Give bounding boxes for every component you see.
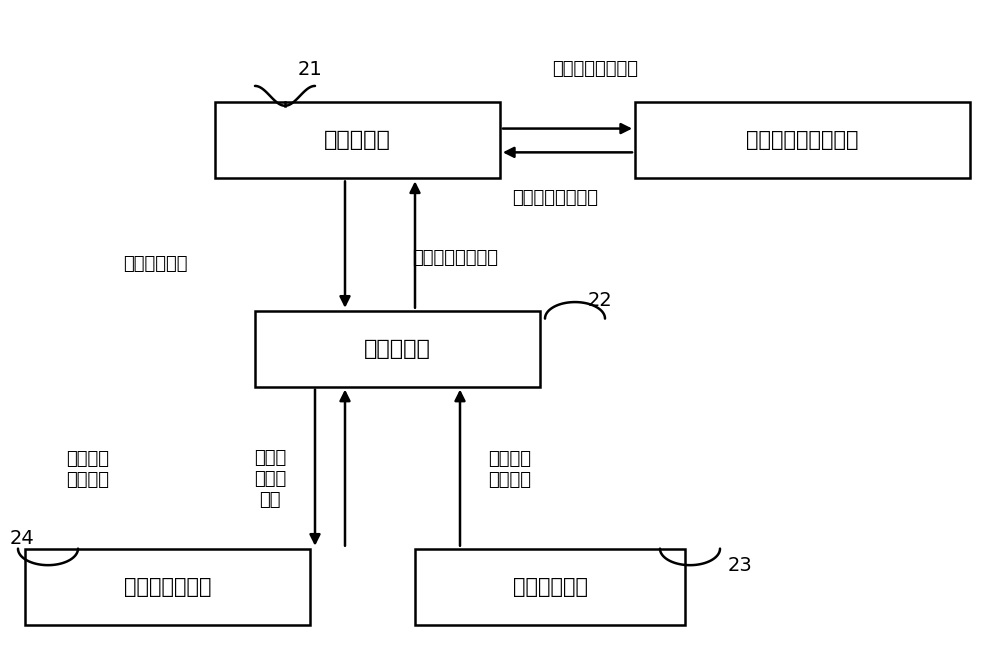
Text: 24: 24 [10,529,34,548]
Text: 缓存用
户所需
数据: 缓存用 户所需 数据 [254,449,286,509]
Text: 应用服务器: 应用服务器 [364,338,431,359]
Text: 发送用户请求: 发送用户请求 [123,255,187,274]
Text: 代理服务器本地缓存: 代理服务器本地缓存 [746,130,859,151]
Text: 23: 23 [728,556,752,574]
Bar [215,102,500,178]
Bar [635,102,970,178]
Text: 获取用户
所需数据: 获取用户 所需数据 [488,450,532,488]
Text: 缓存用户所需数据: 缓存用户所需数据 [552,60,638,79]
Bar [415,549,685,625]
Text: 获取用户
所需数据: 获取用户 所需数据 [66,450,110,488]
Text: 22: 22 [588,292,612,310]
Text: 代理服务器: 代理服务器 [324,130,391,151]
Text: 数据库服务器: 数据库服务器 [512,576,588,597]
Text: 获取用户所需数据: 获取用户所需数据 [512,189,598,208]
Text: 获取用户所需数据: 获取用户所需数据 [412,249,498,267]
Text: 数据缓存服务器: 数据缓存服务器 [124,576,211,597]
Bar [255,311,540,387]
Bar [25,549,310,625]
Text: 21: 21 [298,60,322,79]
